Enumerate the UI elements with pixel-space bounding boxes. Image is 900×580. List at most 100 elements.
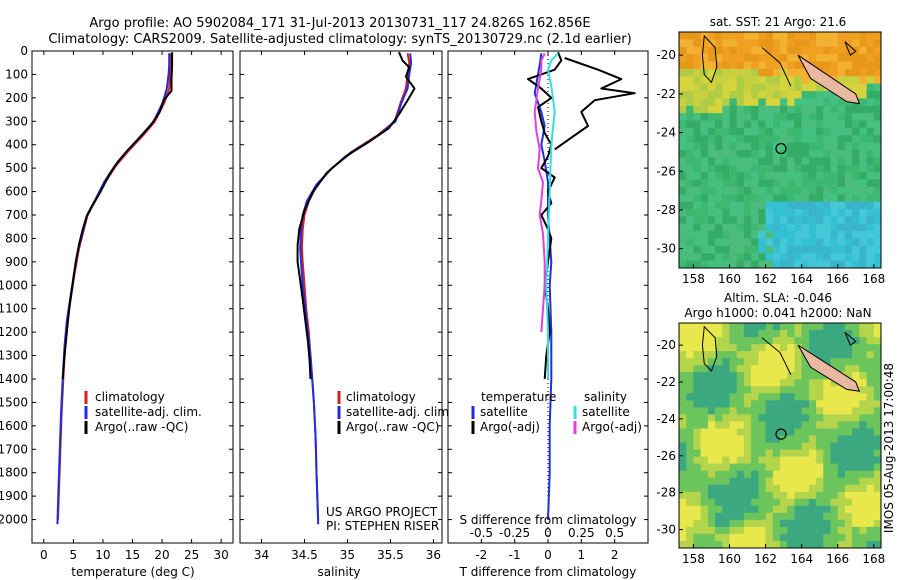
map-cell <box>844 127 853 136</box>
map-cell <box>758 113 767 121</box>
map-cell <box>707 435 716 443</box>
map-cell <box>758 491 767 500</box>
map-cell <box>758 337 767 345</box>
map-cell <box>751 330 759 338</box>
map-cell <box>707 186 716 195</box>
map-cell <box>751 245 759 254</box>
map-cell <box>830 46 839 55</box>
map-cell <box>816 98 824 107</box>
x-tick-label: -2 <box>475 548 487 562</box>
pi-annotation: PI: STEPHEN RISER <box>326 519 439 533</box>
map-cell <box>715 323 723 331</box>
map-cell <box>729 253 738 262</box>
map-cell <box>787 512 795 521</box>
map-cell <box>816 150 824 158</box>
map-cell <box>736 76 745 85</box>
map-cell <box>715 344 723 352</box>
map-cell <box>758 393 767 401</box>
map-cell <box>808 179 817 188</box>
map-cell <box>686 32 694 40</box>
map-cell <box>743 142 752 151</box>
map-cell <box>686 98 694 107</box>
map-cell <box>700 76 709 85</box>
map-cell <box>808 330 817 338</box>
map-cell <box>736 216 745 225</box>
map-cell <box>736 358 745 366</box>
map-cell <box>707 98 716 107</box>
map-cell <box>823 253 831 262</box>
map-cell <box>794 358 803 366</box>
map-cell <box>736 526 745 535</box>
map-cell <box>736 238 745 247</box>
map-cell <box>859 231 868 239</box>
map-cell <box>780 442 788 450</box>
map-cell <box>823 512 831 521</box>
map-cell <box>700 470 709 479</box>
map-cell <box>808 98 817 107</box>
map-cell <box>794 68 803 77</box>
map-cell <box>866 46 875 55</box>
map-cell <box>686 379 694 387</box>
map-cell <box>715 83 723 92</box>
map-cell <box>679 194 687 203</box>
map-cell <box>700 120 709 129</box>
map-cell <box>816 120 824 129</box>
map-cell <box>830 505 839 514</box>
map-cell <box>859 194 868 203</box>
map-cell <box>715 491 723 500</box>
map-cell <box>715 463 723 472</box>
map-cell <box>787 186 795 195</box>
map-cell <box>686 541 694 549</box>
map-cell <box>700 330 709 338</box>
s-tick-label: 0 <box>544 526 552 540</box>
s-tick-label: 0.5 <box>605 526 624 540</box>
map-cell <box>722 186 730 195</box>
map-cell <box>715 512 723 521</box>
map-cell <box>715 421 723 429</box>
map-cell <box>859 323 868 331</box>
map-cell <box>794 231 803 239</box>
map-cell <box>866 164 875 173</box>
map-cell <box>801 379 810 387</box>
legend-label-s-argo: Argo(-adj) <box>582 420 642 434</box>
map-cell <box>794 400 803 408</box>
map-cell <box>787 470 795 479</box>
map-cell <box>751 372 759 380</box>
map-cell <box>679 172 687 180</box>
map-cell <box>859 470 868 479</box>
map-cell <box>787 61 795 70</box>
map-cell <box>859 142 868 151</box>
map-cell <box>837 194 846 203</box>
x-tick-label: 164 <box>790 272 813 286</box>
map-cell <box>758 98 767 107</box>
map-cell <box>859 68 868 77</box>
map-cell <box>837 245 846 254</box>
map-cell <box>693 428 702 436</box>
map-cell <box>844 120 853 129</box>
map-cell <box>765 477 774 486</box>
map-cell <box>686 201 694 210</box>
map-cell <box>686 172 694 180</box>
x-tick-label: 166 <box>826 272 849 286</box>
map-cell <box>686 142 694 151</box>
map-cell <box>873 505 882 514</box>
map-cell <box>772 477 781 486</box>
map-cell <box>808 498 817 507</box>
map-cell <box>816 157 824 166</box>
map-cell <box>823 541 831 549</box>
map-cell <box>751 344 759 352</box>
map-cell <box>686 91 694 99</box>
map-cell <box>844 407 853 415</box>
map-cell <box>808 526 817 535</box>
map-cell <box>873 400 882 408</box>
map-cell <box>722 194 730 203</box>
map-cell <box>837 435 846 443</box>
map-cell <box>693 245 702 254</box>
map-cell <box>844 150 853 158</box>
map-cell <box>758 201 767 210</box>
map-cell <box>873 484 882 493</box>
map-cell <box>693 54 702 62</box>
map-cell <box>758 407 767 415</box>
map-cell <box>700 179 709 188</box>
map-cell <box>679 484 687 493</box>
